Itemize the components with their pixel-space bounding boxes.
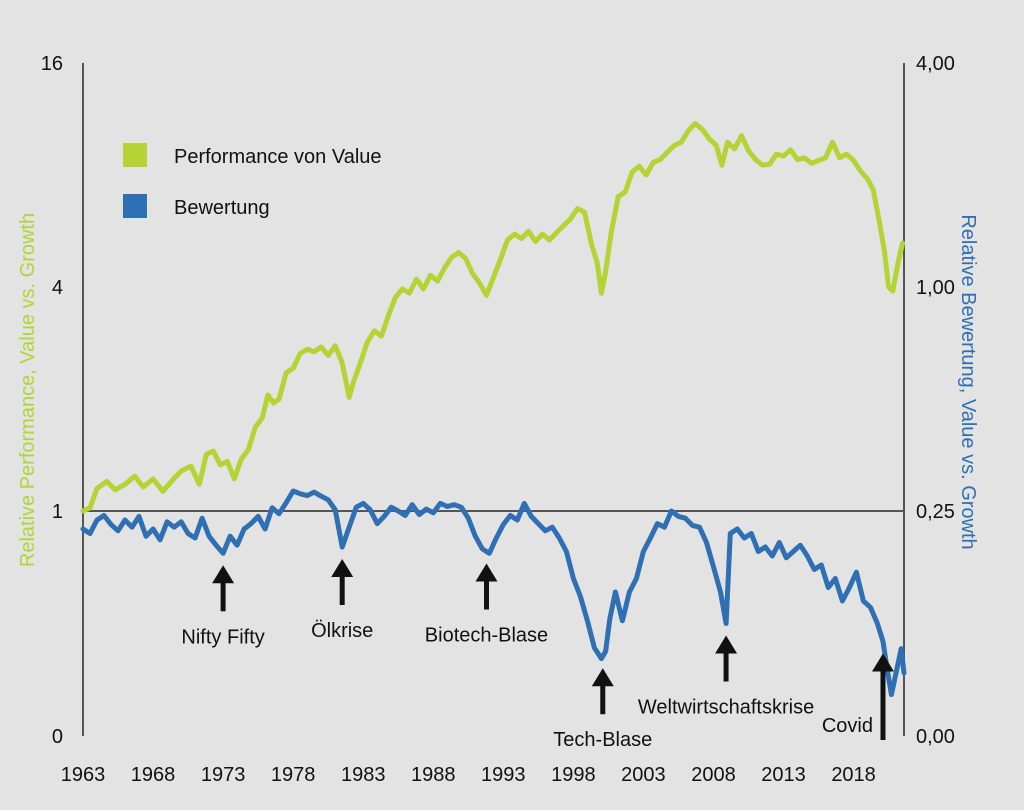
x-tick-label: 1998 (551, 764, 596, 786)
annotation-label: Biotech-Blase (425, 625, 548, 647)
right-tick-label: 0,25 (916, 501, 955, 523)
annotation-label: Ölkrise (311, 620, 373, 642)
annotation-label: Nifty Fifty (181, 626, 264, 648)
right-tick-label: 4,00 (916, 53, 955, 75)
legend-label-valuation: Bewertung (174, 197, 270, 219)
valuation-line (80, 488, 907, 698)
right-tick-label: 0,00 (916, 726, 955, 748)
annotation: Covid (822, 653, 894, 740)
annotations: Nifty Fifty Ölkrise Biotech-Blase Tech-Blas… (181, 559, 894, 751)
left-axis-title: Relative Performance, Value vs. Growth (17, 213, 39, 567)
left-tick-label: 16 (41, 53, 63, 75)
annotation: Biotech-Blase (425, 563, 548, 647)
tick-labels: 0 1 4 16 0,00 0,25 1,00 4,00 1963 1968 1973 1978 198… (41, 53, 955, 786)
x-tick-label: 1978 (271, 764, 316, 786)
x-tick-label: 1968 (131, 764, 176, 786)
annotation-label: Tech-Blase (553, 729, 652, 751)
annotation-arrow-head (591, 668, 614, 687)
annotation-arrow-head (212, 565, 235, 584)
annotation: Weltwirtschaftskrise (638, 635, 814, 719)
legend-swatch-valuation (123, 194, 147, 218)
right-axis-title: Relative Bewertung, Value vs. Growth (957, 214, 979, 549)
x-tick-label: 1993 (481, 764, 526, 786)
x-tick-label: 1988 (411, 764, 456, 786)
x-tick-label: 2008 (691, 764, 736, 786)
annotation-label: Covid (822, 715, 873, 737)
series-layer (80, 121, 907, 698)
x-tick-label: 1963 (61, 764, 106, 786)
annotation: Ölkrise (311, 559, 373, 642)
left-tick-label: 0 (52, 726, 63, 748)
legend-swatch-performance (123, 143, 147, 167)
left-tick-label: 4 (52, 277, 63, 299)
legend-label-performance: Performance von Value (174, 146, 382, 168)
annotation-arrow-head (475, 563, 498, 582)
annotation: Tech-Blase (553, 668, 652, 751)
performance-line (80, 121, 906, 514)
annotation-arrow-head (331, 559, 354, 577)
x-tick-label: 2018 (831, 764, 876, 786)
axes (82, 63, 905, 736)
legend: Performance von Value Bewertung (123, 143, 382, 219)
left-tick-label: 1 (52, 501, 63, 523)
x-tick-label: 1983 (341, 764, 386, 786)
annotation: Nifty Fifty (181, 565, 265, 648)
annotation-arrow-head (715, 635, 738, 654)
x-tick-label: 2003 (621, 764, 666, 786)
annotation-arrow-head (871, 653, 894, 672)
right-tick-label: 1,00 (916, 277, 955, 299)
annotation-label: Weltwirtschaftskrise (638, 697, 814, 719)
x-tick-label: 1973 (201, 764, 246, 786)
x-tick-label: 2013 (761, 764, 806, 786)
